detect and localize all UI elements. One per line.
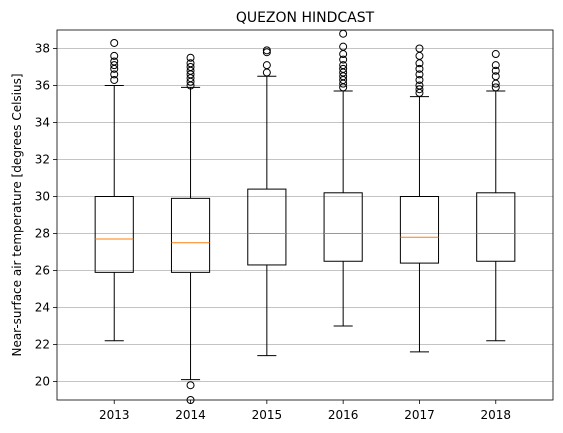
- outlier-point: [491, 66, 500, 75]
- iqr-box: [476, 192, 516, 262]
- box-2018: [476, 50, 516, 342]
- outlier-point: [491, 83, 500, 92]
- y-tick-label: 34: [35, 116, 50, 130]
- iqr-box: [170, 197, 211, 273]
- outlier-point: [339, 64, 348, 73]
- gridlines: [57, 48, 553, 382]
- x-tick-label: 2017: [404, 408, 435, 422]
- x-tick-label: 2014: [175, 408, 206, 422]
- outlier-point: [186, 53, 195, 62]
- outlier-point: [110, 57, 119, 66]
- outlier-point: [339, 61, 348, 70]
- iqr-box: [94, 196, 134, 273]
- iqr-box: [247, 188, 287, 266]
- outlier-point: [491, 50, 500, 59]
- x-tick-label: 2013: [99, 408, 130, 422]
- outlier-point: [110, 51, 119, 60]
- outlier-point: [415, 44, 424, 53]
- outlier-point: [186, 63, 195, 71]
- outlier-point: [110, 61, 119, 70]
- y-tick-label: 20: [35, 375, 50, 389]
- x-tick-label: 2016: [328, 408, 359, 422]
- box-2017: [399, 44, 440, 353]
- outlier-point: [415, 81, 424, 90]
- y-tick-label: 26: [35, 264, 50, 278]
- box-2015: [247, 46, 287, 357]
- outlier-point: [262, 61, 271, 70]
- box-2016: [323, 29, 363, 327]
- x-tick-label: 2015: [252, 408, 283, 422]
- y-tick-label: 24: [35, 301, 50, 315]
- outlier-point: [186, 381, 195, 390]
- outlier-point: [186, 59, 195, 68]
- plot-frame: [56, 29, 554, 401]
- outlier-point: [415, 64, 424, 73]
- iqr-box: [323, 192, 363, 262]
- outlier-point: [415, 85, 424, 94]
- y-tick-label: 28: [35, 227, 50, 241]
- outlier-point: [415, 70, 424, 79]
- outlier-point: [110, 75, 119, 84]
- outlier-point: [491, 72, 500, 81]
- outlier-point: [110, 38, 119, 47]
- axes: 20 22 24 26 28 30 32 34 36 38 2013 2014 2015 2016 2017…: [35, 29, 554, 422]
- outlier-point: [339, 55, 348, 64]
- outlier-point: [262, 68, 271, 77]
- x-tick-label: 2018: [480, 408, 511, 422]
- outlier-point: [415, 75, 424, 84]
- outlier-point: [110, 70, 119, 79]
- outlier-point: [491, 61, 500, 70]
- y-tick-label: 22: [35, 338, 50, 352]
- box-2014: [170, 53, 211, 404]
- outlier-point: [339, 29, 348, 38]
- iqr-box: [399, 196, 440, 264]
- box-2013: [94, 38, 134, 342]
- outlier-point: [339, 42, 348, 51]
- y-tick-label: 36: [35, 79, 50, 93]
- y-tick-label: 38: [35, 42, 50, 56]
- y-tick-label: 32: [35, 153, 50, 167]
- box-series: [94, 29, 516, 404]
- y-tick-label: 30: [35, 190, 50, 204]
- y-axis-label: Near-surface air temperature [degrees Ce…: [10, 73, 24, 356]
- outlier-point: [262, 46, 271, 55]
- chart-title: QUEZON HINDCAST: [236, 10, 375, 26]
- outlier-point: [415, 51, 424, 60]
